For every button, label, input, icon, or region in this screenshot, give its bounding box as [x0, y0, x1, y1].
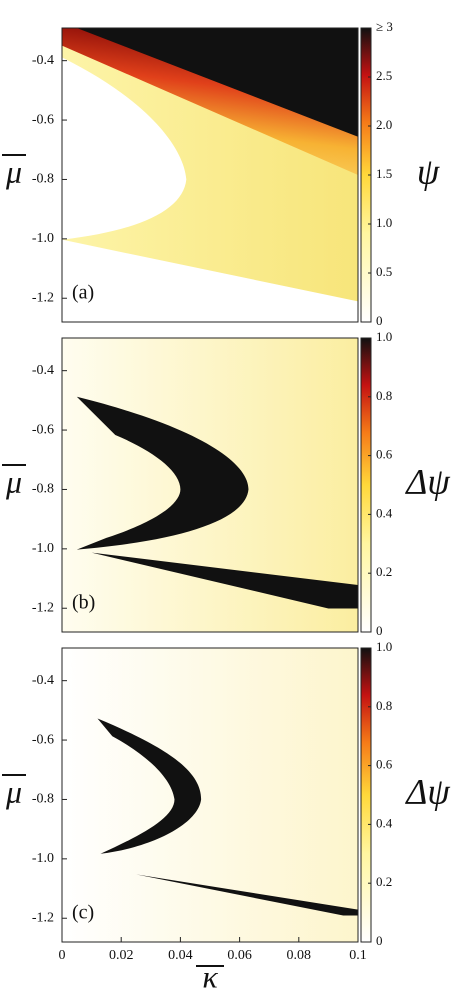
y-tick-label: -1.2 — [32, 910, 54, 925]
x-tick-label: 0.1 — [349, 948, 367, 963]
plot-frame — [61, 647, 359, 943]
y-axis-label: μ — [5, 773, 22, 809]
heatmap-region — [77, 397, 249, 550]
panel-label: (b) — [72, 592, 95, 614]
colorbar-tick-label: 1.0 — [376, 639, 392, 654]
y-tick-label: -0.4 — [32, 673, 54, 688]
colorbar-tick-label: 1.0 — [376, 215, 392, 230]
colorbar-tick-label: 0.8 — [376, 388, 392, 403]
heatmap — [62, 28, 359, 323]
x-tick-label: 0.06 — [227, 948, 252, 963]
colorbar-tick-label: 1.5 — [376, 166, 392, 181]
colorbar-tick-label: 0.5 — [376, 264, 392, 279]
colorbar-tick-label: 2.0 — [376, 117, 392, 132]
plot-frame — [61, 27, 359, 323]
colorbar — [360, 647, 372, 943]
colorbar-tick-label: 0.8 — [376, 698, 392, 713]
x-tick-label: 0.08 — [287, 948, 312, 963]
colorbar — [360, 337, 372, 633]
panel-label: (c) — [72, 902, 94, 924]
colorbar-tick-label: 0 — [376, 623, 383, 638]
heatmap-field — [62, 648, 358, 942]
y-axis-label: μ — [5, 463, 22, 499]
colorbar-label: Δψ — [404, 461, 450, 501]
x-axis-label: κ — [202, 958, 218, 994]
heatmap-region — [76, 28, 359, 137]
x-tick-label: 0.04 — [168, 948, 193, 963]
plot-frame — [61, 337, 359, 633]
y-tick-label: -0.8 — [32, 482, 54, 497]
colorbar-tick-label: 0.2 — [376, 564, 392, 579]
y-tick-label: -0.4 — [32, 363, 54, 378]
y-tick-label: -0.8 — [32, 792, 54, 807]
y-tick-label: -1.0 — [32, 541, 54, 556]
heatmap-region — [62, 57, 358, 323]
colorbar-tick-label: ≥ 3 — [376, 19, 393, 34]
y-axis-label: μ — [5, 153, 22, 189]
heatmap — [62, 338, 358, 632]
colorbar-tick-label: 0 — [376, 933, 383, 948]
colorbar-tick-label: 0 — [376, 313, 383, 328]
y-tick-label: -0.6 — [32, 112, 54, 127]
x-tick-label: 0.02 — [109, 948, 134, 963]
y-tick-label: -1.0 — [32, 851, 54, 866]
colorbar-label: ψ — [417, 151, 440, 191]
y-tick-label: -0.8 — [32, 172, 54, 187]
y-tick-label: -0.6 — [32, 422, 54, 437]
heatmap — [62, 648, 358, 942]
colorbar-tick-label: 0.6 — [376, 447, 393, 462]
y-tick-label: -1.2 — [32, 290, 54, 305]
colorbar-tick-label: 0.6 — [376, 757, 393, 772]
colorbar-tick-label: 0.4 — [376, 815, 393, 830]
colorbar-tick-label: 0.4 — [376, 505, 393, 520]
colorbar-label: Δψ — [404, 771, 450, 811]
colorbar-tick-label: 1.0 — [376, 329, 392, 344]
y-tick-label: -1.2 — [32, 600, 54, 615]
x-tick-label: 0 — [59, 948, 66, 963]
colorbar-tick-label: 2.5 — [376, 68, 392, 83]
y-tick-label: -1.0 — [32, 231, 54, 246]
panel-label: (a) — [72, 282, 94, 304]
y-tick-label: -0.4 — [32, 53, 54, 68]
colorbar-tick-label: 0.2 — [376, 874, 392, 889]
y-tick-label: -0.6 — [32, 732, 54, 747]
